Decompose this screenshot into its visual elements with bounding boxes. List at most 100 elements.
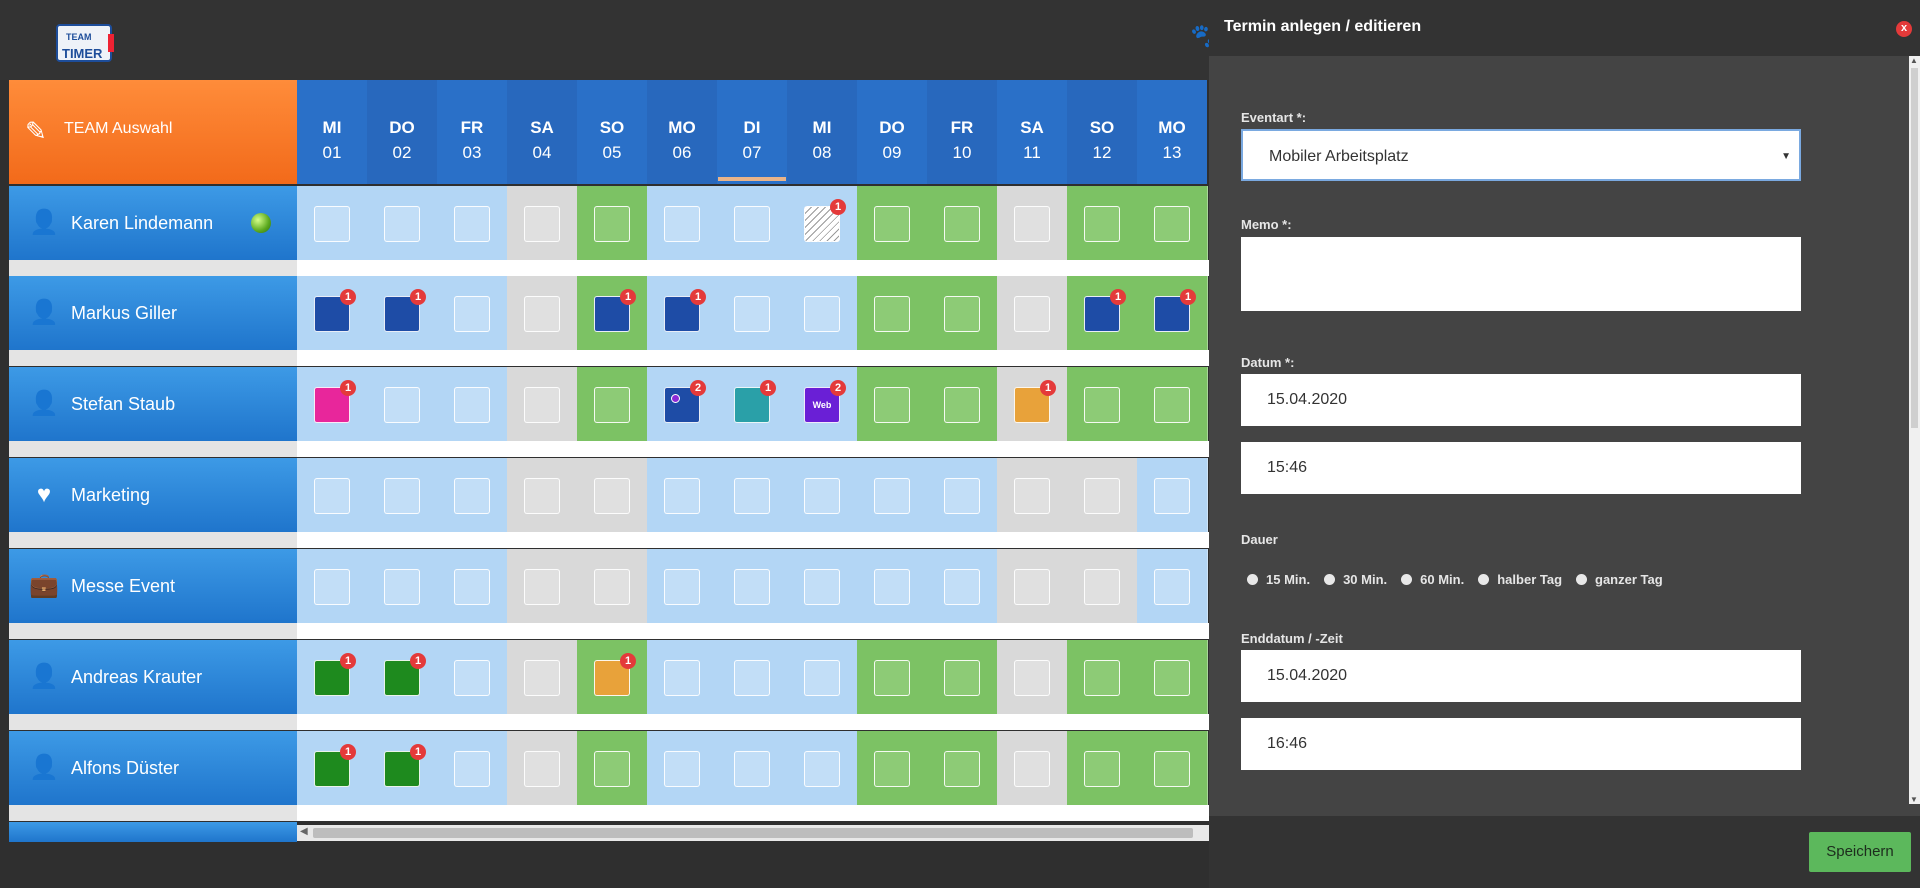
empty-slot[interactable]	[524, 387, 560, 423]
empty-slot[interactable]	[314, 478, 350, 514]
calendar-cell[interactable]	[1067, 549, 1138, 623]
empty-slot[interactable]	[594, 569, 630, 605]
empty-slot[interactable]	[384, 569, 420, 605]
calendar-cell[interactable]	[507, 731, 578, 805]
calendar-cell[interactable]	[927, 458, 998, 532]
empty-slot[interactable]	[1014, 751, 1050, 787]
calendar-cell[interactable]	[787, 731, 858, 805]
scrollbar-thumb[interactable]	[313, 828, 1193, 838]
calendar-cell[interactable]	[857, 367, 928, 441]
radio-circle-icon[interactable]	[1401, 574, 1413, 585]
day-header[interactable]: DO 02	[367, 80, 437, 184]
calendar-cell[interactable]: 1	[647, 276, 718, 350]
empty-slot[interactable]	[804, 569, 840, 605]
calendar-cell[interactable]	[507, 640, 578, 714]
calendar-cell[interactable]	[437, 549, 508, 623]
empty-slot[interactable]	[1084, 751, 1120, 787]
day-header[interactable]: FR 03	[437, 80, 507, 184]
calendar-cell[interactable]	[717, 458, 788, 532]
calendar-cell[interactable]	[717, 731, 788, 805]
empty-slot[interactable]	[314, 569, 350, 605]
calendar-cell[interactable]	[997, 731, 1068, 805]
empty-slot[interactable]	[384, 478, 420, 514]
calendar-cell[interactable]	[1067, 458, 1138, 532]
empty-slot[interactable]	[454, 296, 490, 332]
scroll-up-icon[interactable]: ▲	[1910, 56, 1918, 65]
calendar-cell[interactable]	[577, 458, 648, 532]
empty-slot[interactable]	[874, 478, 910, 514]
calendar-cell[interactable]	[367, 458, 438, 532]
day-header[interactable]: FR 10	[927, 80, 997, 184]
calendar-cell[interactable]	[647, 186, 718, 260]
empty-slot[interactable]	[734, 206, 770, 242]
member-row-label[interactable]: 👤 Andreas Krauter	[9, 640, 297, 714]
empty-slot[interactable]	[1014, 206, 1050, 242]
empty-slot[interactable]	[664, 206, 700, 242]
calendar-cell[interactable]	[997, 458, 1068, 532]
calendar-cell[interactable]: 1	[577, 276, 648, 350]
empty-slot[interactable]	[874, 387, 910, 423]
horizontal-scrollbar[interactable]: ◀	[297, 825, 1209, 841]
calendar-cell[interactable]: 2	[647, 367, 718, 441]
day-header[interactable]: MO 06	[647, 80, 717, 184]
calendar-cell[interactable]	[857, 458, 928, 532]
end-time-input[interactable]: 16:46	[1241, 718, 1801, 770]
empty-slot[interactable]	[384, 206, 420, 242]
calendar-cell[interactable]: 1	[997, 367, 1068, 441]
calendar-cell[interactable]	[507, 367, 578, 441]
empty-slot[interactable]	[454, 569, 490, 605]
calendar-cell[interactable]	[1137, 549, 1208, 623]
day-header[interactable]: DI 07	[717, 80, 787, 184]
event-tile[interactable]: 1	[1084, 289, 1126, 332]
calendar-cell[interactable]	[927, 367, 998, 441]
calendar-cell[interactable]	[1137, 367, 1208, 441]
empty-slot[interactable]	[874, 206, 910, 242]
empty-slot[interactable]	[944, 478, 980, 514]
event-tile[interactable]: Web 2	[804, 380, 846, 423]
calendar-cell[interactable]	[997, 186, 1068, 260]
calendar-cell[interactable]	[927, 186, 998, 260]
empty-slot[interactable]	[454, 478, 490, 514]
empty-slot[interactable]	[804, 478, 840, 514]
calendar-cell[interactable]	[507, 276, 578, 350]
end-date-input[interactable]: 15.04.2020	[1241, 650, 1801, 702]
event-tile[interactable]: 1	[384, 653, 426, 696]
calendar-cell[interactable]: 1	[297, 640, 368, 714]
empty-slot[interactable]	[1154, 387, 1190, 423]
empty-slot[interactable]	[804, 660, 840, 696]
empty-slot[interactable]	[804, 296, 840, 332]
day-header[interactable]: MO 13	[1137, 80, 1207, 184]
empty-slot[interactable]	[1014, 660, 1050, 696]
empty-slot[interactable]	[454, 206, 490, 242]
empty-slot[interactable]	[1154, 660, 1190, 696]
empty-slot[interactable]	[804, 751, 840, 787]
calendar-cell[interactable]	[787, 276, 858, 350]
calendar-cell[interactable]	[647, 549, 718, 623]
calendar-cell[interactable]	[367, 549, 438, 623]
calendar-cell[interactable]	[297, 186, 368, 260]
day-header[interactable]: SA 11	[997, 80, 1067, 184]
event-tile[interactable]: 1	[314, 653, 356, 696]
dauer-radio[interactable]: halber Tag	[1478, 572, 1562, 587]
calendar-cell[interactable]: 1	[1137, 276, 1208, 350]
empty-slot[interactable]	[1084, 206, 1120, 242]
calendar-cell[interactable]: 1	[367, 731, 438, 805]
calendar-cell[interactable]	[437, 276, 508, 350]
event-tile[interactable]: 1	[314, 289, 356, 332]
empty-slot[interactable]	[874, 569, 910, 605]
calendar-cell[interactable]: 1	[367, 276, 438, 350]
dauer-radio[interactable]: 30 Min.	[1324, 572, 1387, 587]
calendar-cell[interactable]	[647, 458, 718, 532]
calendar-cell[interactable]	[717, 549, 788, 623]
empty-slot[interactable]	[664, 478, 700, 514]
calendar-cell[interactable]	[857, 640, 928, 714]
empty-slot[interactable]	[524, 660, 560, 696]
calendar-cell[interactable]	[717, 276, 788, 350]
empty-slot[interactable]	[1084, 660, 1120, 696]
calendar-cell[interactable]	[997, 640, 1068, 714]
calendar-cell[interactable]: 1	[297, 731, 368, 805]
event-tile[interactable]: 1	[1154, 289, 1196, 332]
event-tile[interactable]: 1	[734, 380, 776, 423]
dauer-radio[interactable]: 60 Min.	[1401, 572, 1464, 587]
calendar-cell[interactable]	[927, 640, 998, 714]
